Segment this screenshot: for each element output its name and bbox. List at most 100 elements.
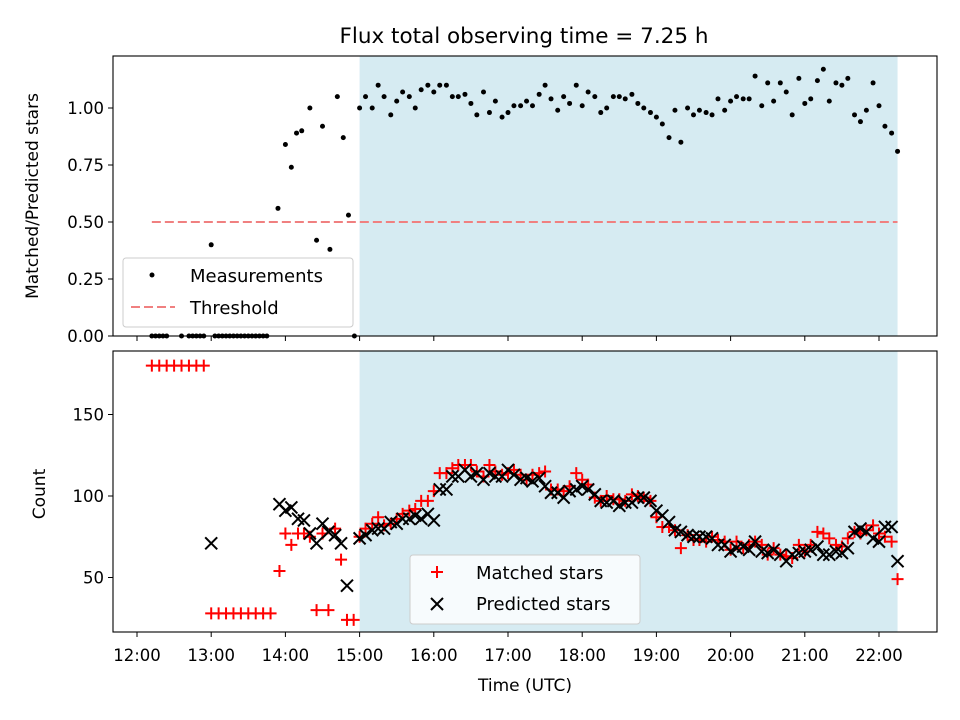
legend-predicted-label: Predicted stars [476,594,610,615]
predicted-star-point [748,534,762,549]
matched-star-point [539,465,552,478]
measurement-point [889,130,895,136]
measurement-point [820,66,826,72]
top-y-tick-label: 0.25 [67,270,104,289]
measurement-point [505,110,511,116]
bottom-y-tick-label: 100 [73,487,105,506]
measurement-point [548,96,554,102]
predicted-star-point [315,517,330,531]
predicted-stars-points [204,463,905,593]
predicted-star-point [822,547,836,562]
measurement-point [320,123,325,129]
predicted-star-point [439,482,454,497]
bottom-y-tick-label: 150 [73,406,105,425]
measurement-point [375,82,381,88]
matched-star-point [273,564,286,577]
bottom-x-ticks: 12:00 13:00 14:00 15:00 16:00 17:00 18:00 19:00… [113,632,903,665]
measurement-point [282,141,288,147]
top-axes-frame [112,55,938,337]
measurement-point [685,105,691,111]
measurement-point [529,103,535,109]
predicted-star-point [532,471,546,485]
predicted-star-point [581,482,595,497]
predicted-star-point [631,490,645,505]
legend-threshold-label: Threshold [189,298,279,319]
predicted-star-point [841,541,855,555]
measurement-point [852,112,858,118]
measurement-point [629,91,635,97]
matched-star-point [279,527,292,540]
bottom-legend: Matched stars Predicted stars [409,554,641,625]
measurement-point [468,100,474,106]
measurement-point [474,112,480,118]
measurement-point [518,103,524,109]
measurement-point [672,107,678,113]
measurement-point [511,103,517,109]
bottom-axes-frame [112,350,938,633]
measurement-point [334,94,340,100]
measurement-point [734,94,740,100]
predicted-star-point [371,521,385,536]
measurement-point [826,98,832,104]
bottom-y-tick-label: 50 [83,569,104,588]
top-observing-window [359,56,898,336]
matched-star-point [867,519,880,532]
measurement-point [641,105,647,111]
measurement-point [882,123,888,129]
measurement-point [573,82,579,88]
measurement-point [659,121,665,127]
measurement-point [294,130,300,136]
measurement-point [765,80,771,86]
predicted-star-point [284,500,299,515]
measurement-point [709,112,715,118]
measurement-point [449,94,455,100]
legend-matched-marker [431,566,443,578]
top-y-tick-label: 0.00 [67,327,104,346]
x-axis-label: Time (UTC) [477,676,572,696]
matched-star-point [674,542,687,555]
predicted-star-point [445,469,460,484]
measurement-point [870,80,876,86]
bottom-x-tick-label: 22:00 [855,646,903,665]
measurement-point [845,75,851,81]
matched-star-point [285,538,298,551]
measurement-point [555,107,561,113]
measurement-point [481,89,487,95]
measurement-point [802,100,808,106]
measurement-point [327,246,333,252]
measurement-point [579,103,585,109]
measurement-point [536,91,542,97]
measurement-point [876,103,882,109]
predicted-star-point [884,520,899,534]
predicted-star-point [358,528,373,542]
bottom-x-tick-label: 16:00 [410,646,458,665]
matched-star-point [885,535,898,548]
bottom-x-tick-label: 17:00 [484,646,532,665]
chart-title: Flux total observing time = 7.25 h [340,24,709,49]
matched-star-point [310,604,323,617]
measurement-point [722,107,728,113]
legend-measurements-marker [149,272,155,278]
predicted-star-point [340,578,354,593]
measurement-point [567,100,573,106]
bottom-x-tick-label: 13:00 [187,646,235,665]
top-panel: 0.00 0.25 0.50 0.75 1.00 Matched/Predicted s… [23,55,938,346]
top-x-ticks [136,336,880,341]
measurement-point [443,82,449,88]
measurement-point [771,98,777,104]
measurement-point [857,119,863,125]
measurement-point [340,135,346,141]
top-y-tick-label: 0.50 [67,213,104,232]
measurement-point [431,89,437,95]
predicted-star-point [662,515,676,529]
top-y-tick-label: 0.75 [67,156,104,175]
measurement-point [783,89,789,95]
matched-star-point [891,573,904,586]
measurement-point [808,96,814,102]
bottom-x-tick-label: 15:00 [336,646,384,665]
matched-star-point [421,494,434,507]
predicted-star-point [414,512,428,526]
bottom-x-tick-label: 18:00 [558,646,606,665]
